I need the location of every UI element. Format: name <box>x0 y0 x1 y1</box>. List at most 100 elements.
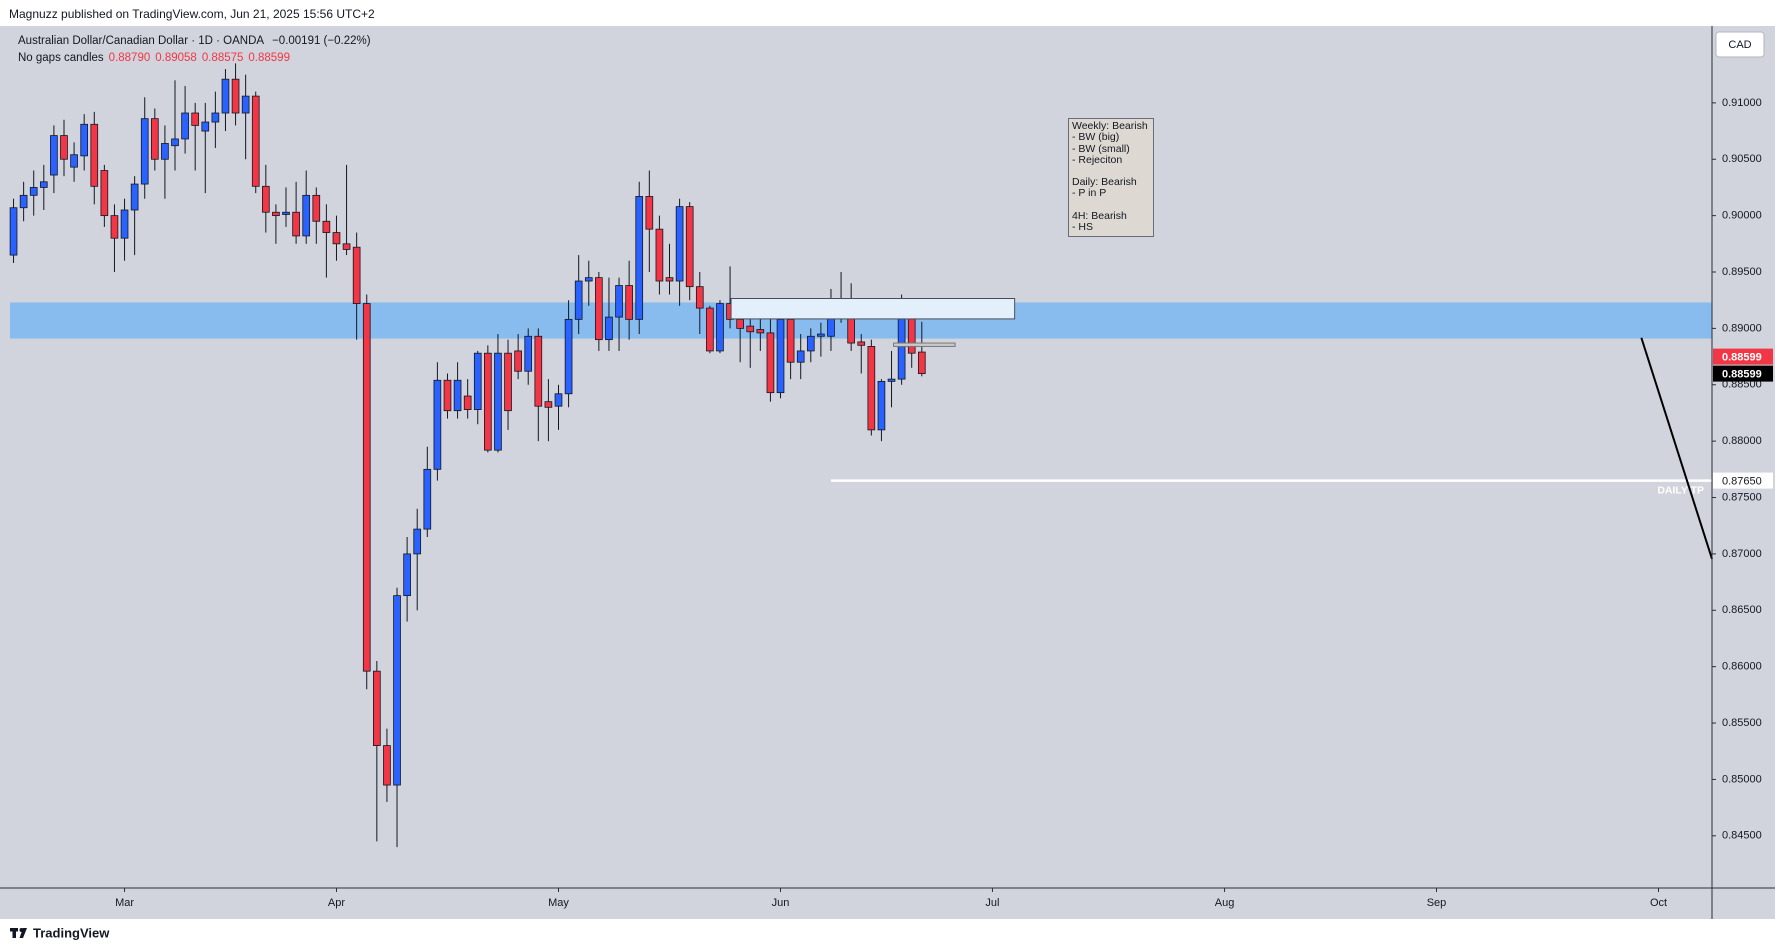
candle-body <box>140 118 149 185</box>
note-item: - P in P <box>1072 187 1107 200</box>
candle-body <box>171 138 179 147</box>
candle <box>312 187 321 244</box>
candle-body <box>907 314 916 354</box>
candle <box>524 328 533 385</box>
candle-body <box>251 95 260 187</box>
candle <box>19 181 28 222</box>
candle-body <box>524 335 533 372</box>
indicator-line: No gaps candles 0.88790 0.89058 0.88575 0.88… <box>18 52 290 64</box>
candle <box>373 661 381 842</box>
candle <box>706 305 714 354</box>
candle <box>352 232 361 340</box>
candle <box>231 63 240 126</box>
candle-body <box>776 318 785 394</box>
candle <box>756 317 765 351</box>
candle-body <box>625 285 633 320</box>
candle-body <box>322 220 331 233</box>
note-item: - HS <box>1072 221 1093 234</box>
y-tick-label: 0.91000 <box>1722 97 1762 109</box>
candle-body <box>201 121 210 132</box>
candle <box>282 187 290 227</box>
candle-body <box>110 215 119 239</box>
candle <box>817 322 825 357</box>
candle-body <box>50 135 58 176</box>
candle-body <box>302 194 311 237</box>
y-tick-label: 0.90000 <box>1722 210 1762 222</box>
candle-body <box>463 395 472 410</box>
trend-line <box>1640 337 1713 560</box>
candle <box>150 108 159 171</box>
candle-body <box>80 123 89 157</box>
candle-body <box>675 206 684 282</box>
candle <box>746 317 755 368</box>
currency-label: CAD <box>1728 39 1751 51</box>
ohlc-open: 0.88790 <box>108 52 151 64</box>
price-tag <box>1713 348 1773 365</box>
candle-body <box>897 314 906 380</box>
note-item: - BW (small) <box>1072 142 1130 155</box>
candle <box>261 164 270 233</box>
candle-body <box>695 286 704 309</box>
y-tick-label: 0.88500 <box>1722 379 1762 391</box>
candle-body <box>473 352 482 410</box>
candle <box>544 379 553 442</box>
candle-body <box>181 112 189 140</box>
target-tag-label: 0.87650 <box>1722 476 1762 488</box>
candle <box>39 164 48 210</box>
candle <box>120 198 129 261</box>
candle-body <box>867 346 876 431</box>
candle <box>423 446 432 537</box>
small-box <box>893 342 956 347</box>
indicator: No gaps candles <box>18 52 104 64</box>
candle <box>130 176 139 256</box>
currency-button[interactable] <box>1715 31 1765 58</box>
candle-body <box>272 211 280 217</box>
candle <box>776 311 785 399</box>
candle <box>695 272 704 335</box>
price-tag-label: 0.88599 <box>1722 369 1762 381</box>
ohlc-low: 0.88575 <box>201 52 244 64</box>
candle <box>605 277 613 351</box>
candle <box>140 97 149 199</box>
candle-body <box>605 316 613 341</box>
candle-body <box>282 211 290 215</box>
note-item: - Rejeciton <box>1072 153 1123 166</box>
candle <box>70 142 78 182</box>
candle-body <box>453 379 462 412</box>
candle <box>383 728 391 802</box>
x-tick-label: Apr <box>328 897 345 909</box>
note-title: Daily: Bearish <box>1072 176 1137 189</box>
candle-body <box>645 196 654 230</box>
candle-body <box>574 280 583 320</box>
candle <box>887 350 896 408</box>
candle <box>554 384 563 430</box>
target-tag <box>1713 472 1773 489</box>
candle-body <box>706 307 714 352</box>
candle-body <box>403 553 411 597</box>
candle-body <box>60 135 68 160</box>
candle-body <box>241 95 250 114</box>
note-group: Weekly: Bearish - BW (big) - BW (small) - R… <box>1072 120 1152 166</box>
y-tick-label: 0.89000 <box>1722 322 1762 334</box>
candle <box>766 317 775 402</box>
candle <box>403 536 411 622</box>
candle <box>615 277 623 351</box>
candle-body <box>877 380 886 431</box>
candle-body <box>150 118 159 160</box>
candle-body <box>90 123 99 187</box>
candle <box>332 215 341 261</box>
candle <box>251 91 260 194</box>
candle <box>181 85 189 154</box>
candle-body <box>655 228 664 282</box>
candle-body <box>161 143 169 160</box>
note-group: 4H: Bearish - HS <box>1072 210 1152 234</box>
candle <box>867 339 876 436</box>
candle-body <box>433 379 442 470</box>
candle-body <box>514 350 522 372</box>
candle-body <box>423 468 432 530</box>
candle <box>272 204 280 244</box>
candle <box>9 198 18 263</box>
candle-body <box>635 196 644 320</box>
y-tick-label: 0.87000 <box>1722 548 1762 560</box>
